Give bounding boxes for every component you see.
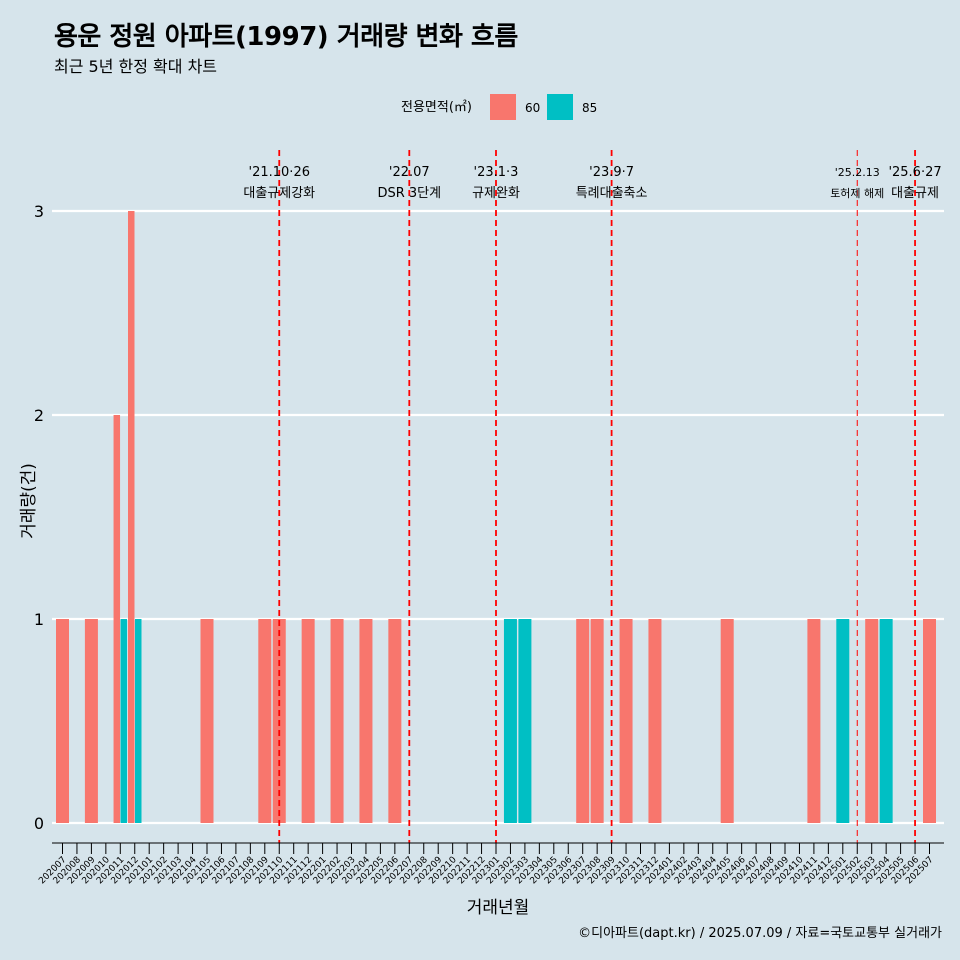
- bar-202503-60: [865, 619, 879, 823]
- event-date-202110: '21.10·26: [249, 165, 310, 180]
- bar-202307-60: [576, 619, 590, 823]
- legend-title: 전용면적(㎡): [401, 100, 472, 115]
- event-date-202309: '23.9·7: [589, 165, 634, 180]
- legend: 전용면적(㎡) 60 85: [401, 94, 597, 120]
- event-date-202301: '23.1·3: [474, 165, 519, 180]
- bar-202411-60: [807, 619, 821, 823]
- y-tick-label: 1: [34, 610, 44, 629]
- bar-202206-60: [388, 619, 402, 823]
- event-date-202506: '25.6·27: [888, 165, 941, 180]
- bar-202507-60: [923, 619, 936, 823]
- bar-202007-60: [56, 619, 69, 823]
- source-caption: ©디아파트(dapt.kr) / 2025.07.09 / 자료=국토교통부 실…: [578, 926, 942, 941]
- event-label-202207: DSR 3단계: [377, 186, 441, 201]
- x-axis: 2020072020082020092020102020112020122021…: [37, 842, 944, 886]
- legend-swatch-85: [547, 94, 573, 120]
- bar-202105-60: [200, 619, 214, 823]
- bar-202302-85: [503, 619, 517, 823]
- bar-202011-85: [120, 619, 128, 823]
- bar-202012-85: [135, 619, 142, 823]
- bar-202112-60: [301, 619, 315, 823]
- event-label-202110: 대출규제강화: [243, 186, 315, 201]
- event-date-202502: '25.2.13: [835, 166, 880, 179]
- event-label-202301: 규제완화: [472, 186, 520, 201]
- y-axis-label: 거래량(건): [19, 463, 39, 539]
- event-label-202502: 토허제 해제: [830, 186, 884, 200]
- bar-202109-60: [258, 619, 272, 823]
- bar-202204-60: [359, 619, 373, 823]
- bar-202310-60: [619, 619, 633, 823]
- bars-layer: [56, 211, 936, 823]
- bar-202303-85: [518, 619, 532, 823]
- y-tick-label: 3: [34, 202, 44, 221]
- chart-title: 용운 정원 아파트(1997) 거래량 변화 흐름: [54, 22, 518, 52]
- event-label-202309: 특례대출축소: [576, 186, 648, 201]
- y-tick-label: 0: [34, 814, 44, 833]
- event-date-202207: '22.07: [389, 165, 430, 180]
- bar-202012-60: [128, 211, 135, 823]
- legend-label-85: 85: [582, 101, 597, 115]
- bar-202504-85: [879, 619, 893, 823]
- bar-202312-60: [648, 619, 662, 823]
- bar-202009-60: [84, 619, 98, 823]
- chart-subtitle: 최근 5년 한정 확대 차트: [54, 57, 218, 76]
- bar-202202-60: [330, 619, 344, 823]
- legend-label-60: 60: [525, 101, 540, 115]
- legend-swatch-60: [490, 94, 516, 120]
- bar-202308-60: [590, 619, 604, 823]
- bar-202405-60: [720, 619, 734, 823]
- bar-202501-85: [836, 619, 850, 823]
- x-axis-label: 거래년월: [467, 898, 530, 918]
- event-lines: '21.10·26 대출규제강화 '22.07 DSR 3단계 '23.1·3 규제완화 '…: [243, 150, 942, 843]
- y-axis: 0 1 2 3: [34, 202, 44, 833]
- bar-202011-60: [113, 415, 121, 823]
- y-tick-label: 2: [34, 406, 44, 425]
- event-label-202506: 대출규제: [891, 186, 939, 201]
